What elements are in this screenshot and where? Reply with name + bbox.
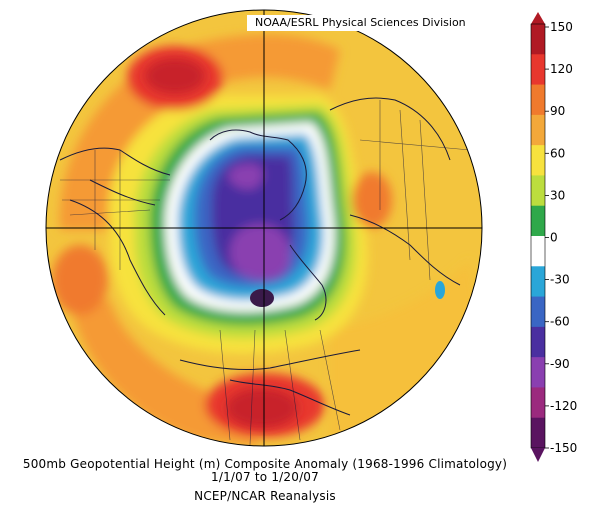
colorbar-segment <box>531 326 545 358</box>
colorbar-segment <box>531 54 545 86</box>
colorbar-tick-label: 150 <box>550 20 573 34</box>
colorbar-segment <box>531 266 545 298</box>
colorbar-segment <box>531 84 545 116</box>
colorbar-segment <box>531 205 545 237</box>
colorbar-segments <box>530 23 546 449</box>
colorbar-bottom-arrow <box>531 448 545 462</box>
colorbar: 150 120 90 60 30 0 -30 -60 -90 -120 -150 <box>530 12 577 462</box>
colorbar-top-arrow <box>531 12 545 24</box>
colorbar-tick-label: 30 <box>550 188 565 202</box>
credit-label: NOAA/ESRL Physical Sciences Division <box>247 15 477 31</box>
colorbar-segment <box>531 357 545 388</box>
colorbar-segment <box>531 296 545 328</box>
colorbar-segment <box>531 417 545 449</box>
colorbar-tick-label: -150 <box>550 441 577 455</box>
colorbar-segment <box>531 114 545 146</box>
colorbar-segment <box>531 145 545 176</box>
colorbar-tick-label: 90 <box>550 104 565 118</box>
colorbar-tick-label: -120 <box>550 399 577 413</box>
caption-source: NCEP/NCAR Reanalysis <box>194 489 336 503</box>
colorbar-tick-label: -90 <box>550 357 570 371</box>
caption-title: 500mb Geopotential Height (m) Composite … <box>22 457 508 471</box>
colorbar-tick-label: -60 <box>550 315 570 329</box>
colorbar-segment <box>531 175 545 207</box>
caption-date-range: 1/1/07 to 1/20/07 <box>211 470 319 484</box>
colorbar-segment <box>531 24 545 55</box>
anomaly-field <box>46 10 482 446</box>
colorbar-tick-label: 120 <box>550 62 573 76</box>
colorbar-tick-label: 60 <box>550 146 565 160</box>
colorbar-segment <box>531 387 545 419</box>
colorbar-tick-label: 0 <box>550 231 558 245</box>
colorbar-segment <box>531 236 545 267</box>
colorbar-ticks: 150 120 90 60 30 0 -30 -60 -90 -120 -150 <box>545 20 577 455</box>
colorbar-tick-label: -30 <box>550 273 570 287</box>
